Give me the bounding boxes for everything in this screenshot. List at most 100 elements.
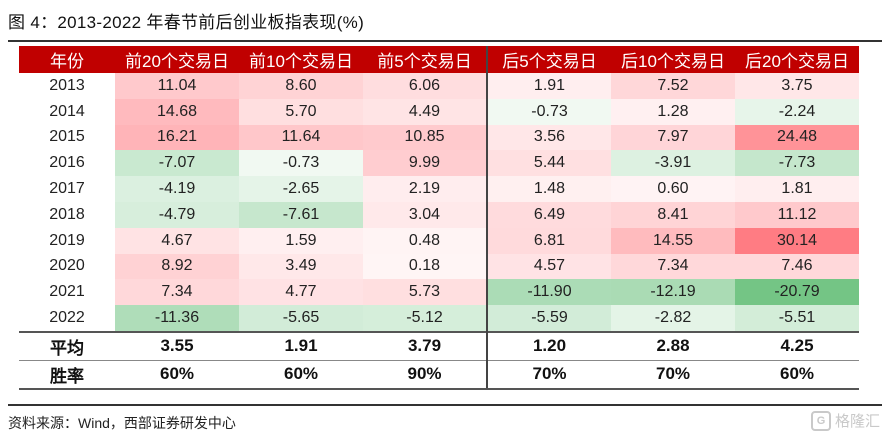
summary-value: 1.91 <box>239 330 363 361</box>
summary-value: 60% <box>239 359 363 390</box>
value-cell: 1.91 <box>486 73 611 99</box>
watermark-text: 格隆汇 <box>834 413 880 430</box>
year-cell: 2016 <box>49 154 85 172</box>
value-cell: -7.73 <box>735 150 859 177</box>
value-cell: 4.67 <box>115 227 239 254</box>
value-cell: -2.65 <box>239 176 363 202</box>
value-cell: -0.73 <box>486 98 611 125</box>
value-cell: -5.65 <box>239 305 363 332</box>
value-cell: 14.68 <box>115 98 239 125</box>
summary-value: 70% <box>486 359 611 390</box>
header-row: 年份 前20个交易日 前10个交易日 前5个交易日 后5个交易日 后10个交易日… <box>19 46 859 73</box>
value-cell: 7.46 <box>735 253 859 280</box>
value-cell: 5.73 <box>363 279 487 306</box>
value-cell: -0.73 <box>239 150 363 177</box>
value-cell: -20.79 <box>735 279 859 306</box>
value-cell: 1.48 <box>486 176 611 202</box>
winrate-row: 胜率 60% 60% 90% 70% 70% 60% <box>19 359 859 390</box>
summary-value: 3.55 <box>115 330 239 361</box>
table-row: 2017 -4.19 -2.65 2.19 1.48 0.60 1.81 <box>19 176 859 202</box>
summary-value: 60% <box>735 359 859 390</box>
value-cell: 10.85 <box>363 124 487 151</box>
value-cell: 3.75 <box>735 73 859 99</box>
value-cell: -7.61 <box>239 201 363 228</box>
summary-value: 60% <box>115 359 239 390</box>
source-note: 资料来源：Wind，西部证券研发中心 <box>8 415 236 431</box>
value-cell: 7.97 <box>611 124 735 151</box>
value-cell: 11.04 <box>115 73 239 99</box>
year-cell: 2022 <box>49 309 85 327</box>
value-cell: 6.81 <box>486 227 611 254</box>
bottom-rule <box>8 404 882 406</box>
table-row: 2020 8.92 3.49 0.18 4.57 7.34 7.46 <box>19 253 859 280</box>
table-row: 2013 11.04 8.60 6.06 1.91 7.52 3.75 <box>19 73 859 99</box>
value-cell: -11.36 <box>115 305 239 332</box>
summary-label: 胜率 <box>19 359 115 390</box>
value-cell: -5.59 <box>486 305 611 332</box>
watermark: G 格隆汇 <box>810 410 880 431</box>
value-cell: 1.59 <box>239 227 363 254</box>
year-cell: 2015 <box>49 128 85 146</box>
year-cell: 2020 <box>49 257 85 275</box>
value-cell: 7.34 <box>611 253 735 280</box>
value-cell: -2.24 <box>735 98 859 125</box>
table-row: 2022 -11.36 -5.65 -5.12 -5.59 -2.82 -5.51 <box>19 305 859 332</box>
value-cell: 11.12 <box>735 201 859 228</box>
table-row: 2014 14.68 5.70 4.49 -0.73 1.28 -2.24 <box>19 98 859 125</box>
value-cell: -12.19 <box>611 279 735 306</box>
value-cell: 6.49 <box>486 201 611 228</box>
value-cell: 3.04 <box>363 201 487 228</box>
performance-table: 年份 前20个交易日 前10个交易日 前5个交易日 后5个交易日 后10个交易日… <box>19 46 859 390</box>
header-pre5: 前5个交易日 <box>363 46 487 73</box>
header-post10: 后10个交易日 <box>611 46 735 73</box>
year-cell: 2014 <box>49 102 85 120</box>
value-cell: -4.79 <box>115 201 239 228</box>
value-cell: 8.60 <box>239 73 363 99</box>
value-cell: 30.14 <box>735 227 859 254</box>
summary-value: 4.25 <box>735 330 859 361</box>
value-cell: 2.19 <box>363 176 487 202</box>
value-cell: 6.06 <box>363 73 487 99</box>
summary-value: 90% <box>363 359 487 390</box>
value-cell: 8.41 <box>611 201 735 228</box>
value-cell: -11.90 <box>486 279 611 306</box>
value-cell: -3.91 <box>611 150 735 177</box>
summary-value: 2.88 <box>611 330 735 361</box>
table-row: 2018 -4.79 -7.61 3.04 6.49 8.41 11.12 <box>19 201 859 228</box>
value-cell: 24.48 <box>735 124 859 151</box>
year-cell: 2019 <box>49 231 85 249</box>
value-cell: 16.21 <box>115 124 239 151</box>
summary-value: 1.20 <box>486 330 611 361</box>
summary-value: 3.79 <box>363 330 487 361</box>
value-cell: 7.34 <box>115 279 239 306</box>
header-pre20: 前20个交易日 <box>115 46 239 73</box>
value-cell: 8.92 <box>115 253 239 280</box>
header-post5: 后5个交易日 <box>486 46 611 73</box>
summary-label: 平均 <box>19 330 115 361</box>
year-cell: 2021 <box>49 283 85 301</box>
value-cell: 9.99 <box>363 150 487 177</box>
header-year: 年份 <box>19 46 115 73</box>
value-cell: 5.44 <box>486 150 611 177</box>
figure-title: 图 4：2013-2022 年春节前后创业板指表现(%) <box>8 13 365 32</box>
table-row: 2019 4.67 1.59 0.48 6.81 14.55 30.14 <box>19 227 859 254</box>
value-cell: 3.49 <box>239 253 363 280</box>
value-cell: 0.60 <box>611 176 735 202</box>
value-cell: 3.56 <box>486 124 611 151</box>
table-row: 2016 -7.07 -0.73 9.99 5.44 -3.91 -7.73 <box>19 150 859 177</box>
value-cell: -4.19 <box>115 176 239 202</box>
header-post20: 后20个交易日 <box>735 46 859 73</box>
value-cell: -5.12 <box>363 305 487 332</box>
value-cell: 4.77 <box>239 279 363 306</box>
value-cell: 1.81 <box>735 176 859 202</box>
value-cell: -2.82 <box>611 305 735 332</box>
average-row: 平均 3.55 1.91 3.79 1.20 2.88 4.25 <box>19 330 859 361</box>
value-cell: 4.49 <box>363 98 487 125</box>
value-cell: 4.57 <box>486 253 611 280</box>
value-cell: 7.52 <box>611 73 735 99</box>
year-cell: 2013 <box>49 76 85 94</box>
top-rule <box>8 40 882 42</box>
year-cell: 2017 <box>49 180 85 198</box>
value-cell: 1.28 <box>611 98 735 125</box>
value-cell: 0.18 <box>363 253 487 280</box>
